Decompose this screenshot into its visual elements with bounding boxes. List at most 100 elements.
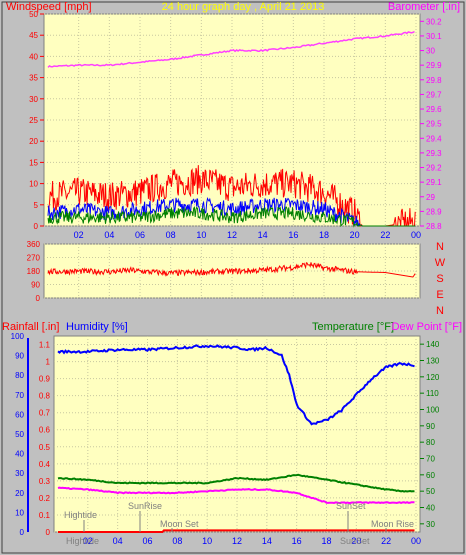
sunrise-label: SunRise [128, 501, 162, 511]
event-markers: Hightide SunRise Moon Set SunSet Moon Ri… [64, 501, 414, 546]
windspeed-tick-label: 40 [29, 52, 38, 61]
temperature-tick-label: 40 [426, 504, 435, 513]
humidity-tick-label: 0.8 [39, 392, 51, 401]
wind-time-tick-label: 18 [319, 230, 329, 240]
climate-time-tick-label: 14 [262, 536, 272, 546]
compass-s: S [436, 273, 443, 285]
humidity-tick-label: 0.1 [39, 511, 51, 520]
climate-time-tick-label: 16 [292, 536, 302, 546]
temperature-tick-label: 90 [426, 422, 435, 431]
wind-time-tick-label: 06 [135, 230, 145, 240]
rainfall-tick-label: 100 [11, 332, 25, 341]
average-series-line [47, 206, 416, 228]
climate-time-tick-label: 18 [321, 536, 331, 546]
temperature-tick-label: 120 [426, 373, 440, 382]
climate-time-tick-label: 02 [83, 536, 93, 546]
barometer-tick-label: 29.4 [426, 134, 442, 143]
temperature-tick-label: 50 [426, 487, 435, 496]
climate-time-tick-label: 22 [381, 536, 391, 546]
temperature-tick-label: 140 [426, 340, 440, 349]
temperature-tick-label: 70 [426, 455, 435, 464]
rainfall-tick-label: 30 [15, 469, 24, 478]
temperature-tick-label: 30 [426, 520, 435, 529]
wind-direction-series-line [47, 262, 416, 278]
barometer-tick-label: 29.7 [426, 90, 442, 99]
barometer-tick-label: 29 [426, 193, 435, 202]
climate-time-tick-label: 10 [202, 536, 212, 546]
rainfall-tick-label: 90 [15, 352, 24, 361]
temperature-series-line [57, 473, 415, 493]
windspeed-tick-label: 20 [29, 137, 38, 146]
temperature-tick-label: 80 [426, 438, 435, 447]
climate-time-tick-label: 00 [411, 536, 421, 546]
climate-time-tick-label: 04 [113, 536, 123, 546]
moonrise-label: Moon Rise [371, 519, 414, 529]
humidity-tick-label: 0.2 [39, 494, 51, 503]
wind-time-tick-label: 04 [104, 230, 114, 240]
barometer-tick-label: 28.9 [426, 207, 442, 216]
windspeed-tick-label: 30 [29, 95, 38, 104]
direction-tick-label: 0 [36, 294, 41, 303]
direction-axis: 0 90 180 270 360 [27, 240, 41, 303]
wind-time-tick-label: 16 [288, 230, 298, 240]
hightide-label: Hightide [64, 510, 97, 520]
humidity-tick-label: 0 [46, 528, 51, 537]
rainfall-axis-label: Rainfall [.in] [2, 321, 59, 333]
climate-time-tick-label: 20 [351, 536, 361, 546]
direction-tick-label: 180 [27, 267, 41, 276]
direction-tick-label: 360 [27, 240, 41, 249]
wind-time-tick-label: 08 [166, 230, 176, 240]
rainfall-tick-label: 0 [20, 528, 25, 537]
climate-time-axis: 02 04 06 08 10 12 14 16 18 20 22 00 [83, 536, 421, 546]
humidity-tick-label: 0.6 [39, 426, 51, 435]
barometer-axis: 28.8 28.9 29 29.1 29.2 29.3 29.4 29.5 29.6 29.7 29… [420, 17, 442, 231]
barometer-tick-label: 29.2 [426, 164, 442, 173]
hightide-bottom-label: Hightide [66, 536, 99, 546]
compass-n-top: N [436, 241, 444, 253]
compass-w: W [435, 257, 446, 269]
climate-panel [53, 335, 421, 533]
wind-panel-grid [44, 13, 420, 227]
wind-time-tick-label: 00 [411, 230, 421, 240]
barometer-axis-label: Barometer [.in] [388, 1, 460, 13]
rainfall-tick-label: 20 [15, 489, 24, 498]
temperature-tick-label: 60 [426, 471, 435, 480]
wind-time-tick-label: 20 [350, 230, 360, 240]
barometer-series-line [47, 30, 415, 68]
barometer-tick-label: 29.9 [426, 61, 442, 70]
humidity-tick-label: 0.4 [39, 460, 51, 469]
rainfall-tick-label: 60 [15, 410, 24, 419]
barometer-tick-label: 30.1 [426, 32, 442, 41]
humidity-tick-label: 0.9 [39, 375, 51, 384]
temperature-tick-label: 130 [426, 357, 440, 366]
humidity-series-line [57, 344, 415, 426]
windspeed-tick-label: 25 [29, 116, 38, 125]
windspeed-axis: 0 5 10 15 20 25 30 35 40 45 50 [29, 10, 44, 231]
compass-n-bottom: N [436, 305, 444, 317]
windspeed-tick-label: 0 [34, 222, 39, 231]
temperature-tick-label: 110 [426, 389, 439, 398]
windspeed-axis-label: Windspeed [mph] [6, 1, 92, 13]
barometer-tick-label: 29.5 [426, 120, 442, 129]
rainfall-tick-label: 80 [15, 371, 24, 380]
direction-tick-label: 270 [27, 254, 41, 263]
compass-labels: N W S E N [435, 241, 446, 317]
moonset-label: Moon Set [160, 519, 199, 529]
temperature-axis-label: Temperature [°F] [312, 321, 394, 333]
wind-time-axis: 02 04 06 08 10 12 14 16 18 20 22 00 [74, 230, 421, 240]
barometer-tick-label: 29.1 [426, 178, 442, 187]
climate-time-tick-label: 12 [232, 536, 242, 546]
rainfall-tick-label: 70 [15, 391, 24, 400]
humidity-tick-label: 1.1 [39, 341, 51, 350]
dewpoint-series-line [57, 486, 415, 505]
climate-time-tick-label: 08 [172, 536, 182, 546]
compass-e: E [436, 289, 443, 301]
wind-time-tick-label: 14 [258, 230, 268, 240]
humidity-tick-label: 1 [46, 358, 51, 367]
climate-time-tick-label: 06 [142, 536, 152, 546]
climate-panel-grid [54, 336, 420, 533]
windspeed-tick-label: 45 [29, 31, 38, 40]
humidity-tick-label: 0.3 [39, 477, 51, 486]
